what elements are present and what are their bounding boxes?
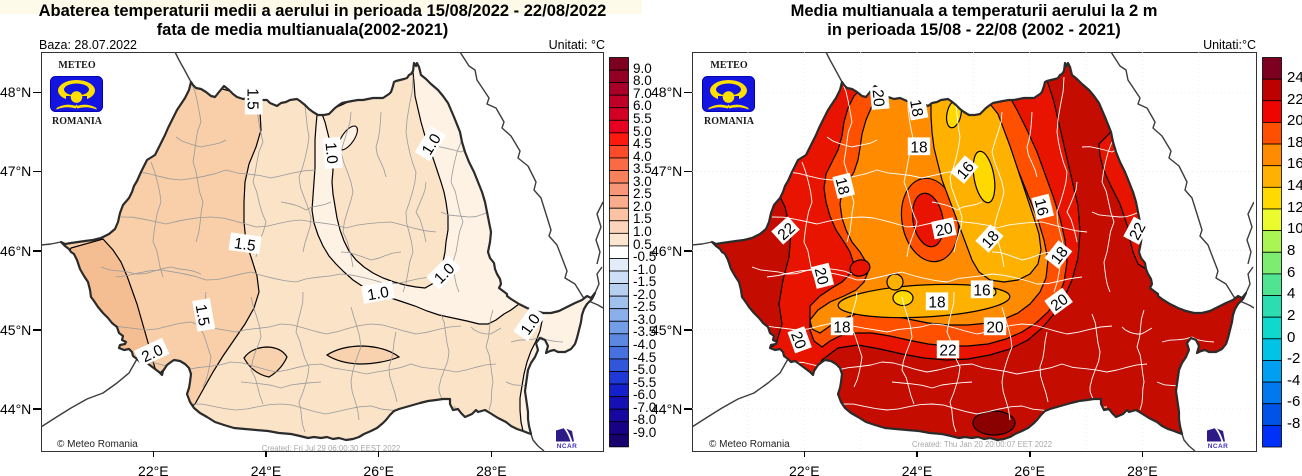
svg-text:18: 18	[832, 176, 853, 197]
svg-text:20: 20	[986, 320, 1004, 337]
svg-text:1.5: 1.5	[192, 303, 212, 327]
svg-text:22: 22	[939, 343, 956, 360]
svg-text:16: 16	[1031, 197, 1052, 218]
svg-text:20: 20	[869, 89, 887, 108]
svg-text:18: 18	[910, 140, 927, 157]
svg-text:1.5: 1.5	[243, 88, 260, 110]
svg-text:18: 18	[833, 320, 850, 337]
svg-text:18: 18	[928, 295, 945, 312]
svg-text:1.0: 1.0	[366, 284, 391, 305]
svg-text:1.0: 1.0	[321, 142, 340, 165]
svg-text:20: 20	[811, 266, 832, 287]
svg-text:20: 20	[934, 220, 955, 240]
svg-text:18: 18	[906, 98, 926, 118]
svg-text:1.5: 1.5	[233, 235, 257, 255]
svg-text:16: 16	[973, 283, 990, 300]
svg-text:20: 20	[787, 329, 809, 351]
svg-text:22: 22	[1126, 220, 1149, 243]
